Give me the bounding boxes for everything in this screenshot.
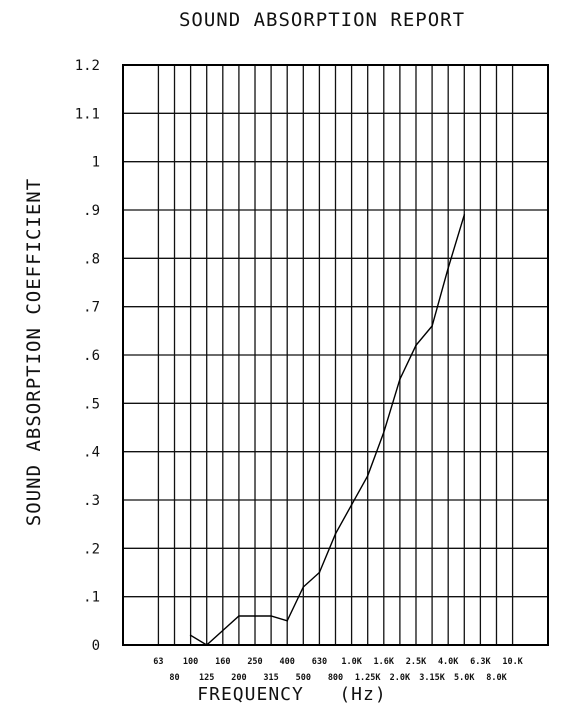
x-tick-label: 8.0K xyxy=(486,673,507,683)
y-tick-label: .7 xyxy=(83,300,100,316)
x-tick-label: 400 xyxy=(280,657,295,667)
data-point xyxy=(302,586,305,588)
y-tick-label: .2 xyxy=(83,541,100,557)
data-point xyxy=(366,475,369,477)
plot-frame xyxy=(122,64,549,646)
y-tick-label: .1 xyxy=(83,590,100,606)
data-point xyxy=(318,571,321,574)
x-tick-label: 100 xyxy=(183,657,198,667)
x-tick-label: 2.0K xyxy=(390,673,411,683)
x-tick-label: 1.6K xyxy=(374,657,395,667)
data-point xyxy=(447,267,449,269)
series-group xyxy=(189,214,466,646)
data-point xyxy=(399,378,401,380)
series-line xyxy=(190,214,465,646)
x-tick-label: 500 xyxy=(296,673,311,683)
grid xyxy=(123,64,548,646)
data-point xyxy=(382,431,385,434)
y-axis-label: SOUND ABSORPTION COEFFICIENT xyxy=(23,178,45,526)
y-axis-ticks: 0 .1 .2 .3 .4 .5 .6 .7 .8 .9 1 1.1 1.2 xyxy=(75,58,100,654)
x-tick-label: 6.3K xyxy=(470,657,491,667)
x-axis-label: FREQUENCY (Hz) xyxy=(197,684,386,705)
x-tick-label: 160 xyxy=(215,657,230,667)
y-tick-label: 0 xyxy=(92,638,100,654)
y-tick-label: .9 xyxy=(83,203,100,219)
x-tick-label: 315 xyxy=(263,673,278,683)
data-point xyxy=(205,644,208,646)
x-tick-label: 1.0K xyxy=(341,657,362,667)
y-tick-label: .4 xyxy=(83,445,100,461)
x-tick-label: 5.0K xyxy=(454,673,475,683)
x-tick-label: 800 xyxy=(328,673,343,683)
x-tick-label: 2.5K xyxy=(406,657,427,667)
x-tick-label: 200 xyxy=(231,673,246,683)
data-point xyxy=(350,504,353,506)
data-point xyxy=(415,344,417,347)
x-tick-label: 3.15K xyxy=(419,673,445,683)
x-tick-label: 630 xyxy=(312,657,327,667)
x-tick-label: 10.K xyxy=(502,657,523,667)
x-tick-label: 125 xyxy=(199,673,214,683)
data-point xyxy=(334,533,337,535)
y-tick-label: 1.1 xyxy=(75,106,100,122)
data-point xyxy=(270,615,272,617)
y-tick-label: .3 xyxy=(83,493,100,509)
y-tick-label: .8 xyxy=(83,251,100,267)
data-point xyxy=(254,615,256,617)
x-tick-label: 4.0K xyxy=(438,657,459,667)
chart-title: SOUND ABSORPTION REPORT xyxy=(179,9,465,31)
x-tick-label: 80 xyxy=(169,673,179,683)
x-tick-label: 1.25K xyxy=(355,673,381,683)
data-point xyxy=(431,325,433,327)
y-tick-label: .6 xyxy=(83,348,100,364)
data-point xyxy=(189,634,192,637)
y-tick-label: 1.2 xyxy=(75,58,100,74)
data-point xyxy=(286,620,289,622)
data-point xyxy=(222,629,224,632)
data-point xyxy=(463,214,466,216)
x-tick-label: 250 xyxy=(247,657,262,667)
x-tick-label: 63 xyxy=(153,657,163,667)
y-tick-label: .5 xyxy=(83,396,100,412)
data-point xyxy=(238,615,240,617)
y-tick-label: 1 xyxy=(92,155,100,171)
